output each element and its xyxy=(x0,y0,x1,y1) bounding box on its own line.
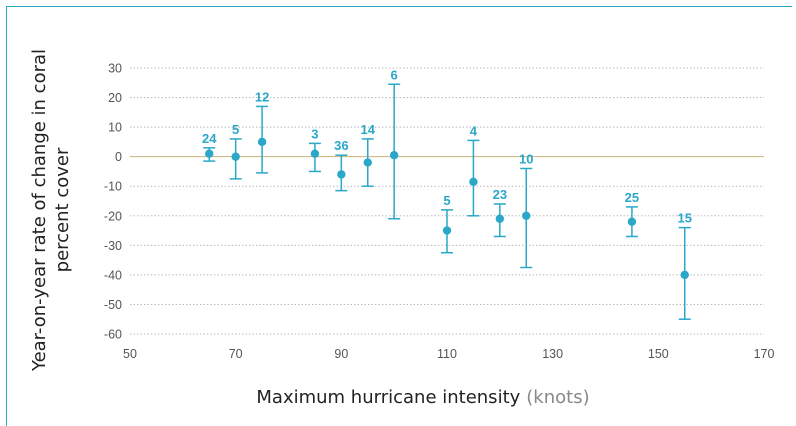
error-bar-group: 25 xyxy=(625,190,639,238)
sample-size-label: 23 xyxy=(493,187,507,202)
chart-frame xyxy=(6,6,792,426)
error-bar-group: 14 xyxy=(361,122,376,187)
x-tick-label: 70 xyxy=(229,347,243,361)
x-tick-labels: 50 70 90 110 130 150 170 xyxy=(123,347,774,361)
gridlines xyxy=(130,67,764,335)
data-point xyxy=(522,211,531,220)
sample-size-label: 5 xyxy=(232,122,239,137)
error-bar-group: 6 xyxy=(388,67,401,220)
data-points: 24 5 12 3 36 14 6 5 4 23 10 25 15 xyxy=(202,67,692,320)
error-bar-group: 10 xyxy=(519,151,533,269)
data-point xyxy=(205,149,214,158)
sample-size-label: 15 xyxy=(678,211,692,226)
y-tick-label: 20 xyxy=(108,91,122,105)
x-tick-label: 170 xyxy=(754,347,775,361)
data-point xyxy=(363,158,372,167)
data-point xyxy=(310,149,320,158)
x-tick-label: 50 xyxy=(123,347,137,361)
y-tick-label: -30 xyxy=(104,239,122,253)
data-point xyxy=(627,217,637,226)
sample-size-label: 12 xyxy=(255,89,269,104)
error-bar-group: 5 xyxy=(441,193,453,254)
y-axis-label-line2: percent cover xyxy=(52,147,73,272)
sample-size-label: 4 xyxy=(470,123,478,138)
error-bar-group: 23 xyxy=(493,187,507,238)
y-tick-label: 10 xyxy=(108,121,122,135)
y-tick-label: 0 xyxy=(115,150,122,164)
error-bar-group: 36 xyxy=(334,138,349,192)
data-point xyxy=(231,152,240,161)
data-point xyxy=(680,270,689,280)
data-point xyxy=(337,170,346,179)
x-axis-label-unit: (knots) xyxy=(526,387,589,408)
error-bar-group: 24 xyxy=(202,131,217,162)
sample-size-label: 6 xyxy=(391,67,398,82)
y-tick-label: -60 xyxy=(104,328,122,342)
sample-size-label: 5 xyxy=(443,193,450,208)
sample-size-label: 36 xyxy=(334,138,348,153)
data-point xyxy=(442,226,452,235)
y-tick-labels: 30 20 10 0 -10 -20 -30 -40 -50 -60 xyxy=(104,62,122,342)
y-tick-label: -50 xyxy=(104,298,122,312)
y-axis-label-line1: Year-on-year rate of change in coral xyxy=(29,49,50,372)
x-tick-label: 150 xyxy=(648,347,669,361)
x-tick-label: 130 xyxy=(542,347,563,361)
x-axis-label: Maximum hurricane intensity (knots) xyxy=(256,387,589,408)
y-tick-label: 30 xyxy=(108,62,122,76)
x-axis-label-main: Maximum hurricane intensity xyxy=(256,387,520,408)
data-point xyxy=(257,137,267,147)
error-bar-group: 15 xyxy=(678,211,692,320)
sample-size-label: 24 xyxy=(202,131,217,146)
sample-size-label: 25 xyxy=(625,190,639,205)
x-tick-label: 110 xyxy=(437,347,457,361)
error-bar-group: 3 xyxy=(308,126,321,173)
y-tick-label: -40 xyxy=(104,268,122,282)
y-tick-label: -10 xyxy=(104,180,122,194)
error-bar-group: 4 xyxy=(467,123,480,217)
data-point xyxy=(469,177,478,186)
x-tick-label: 90 xyxy=(334,347,348,361)
data-point xyxy=(389,150,399,160)
data-point xyxy=(495,214,505,223)
sample-size-label: 10 xyxy=(519,151,533,166)
error-bar-group: 5 xyxy=(229,122,242,180)
y-tick-label: -20 xyxy=(104,209,122,223)
sample-size-label: 14 xyxy=(361,122,376,137)
sample-size-label: 3 xyxy=(311,126,318,141)
error-bar-group: 12 xyxy=(255,89,269,174)
